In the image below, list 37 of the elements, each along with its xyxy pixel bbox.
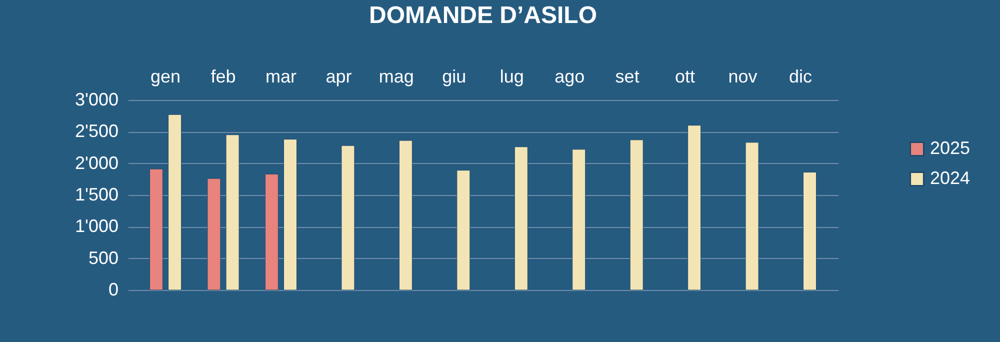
- bar: [226, 134, 240, 290]
- chart-title: DOMANDE D’ASILO: [369, 2, 597, 29]
- y-tick-label: 2'000: [75, 152, 118, 173]
- y-tick-label: 3'000: [75, 90, 118, 110]
- x-tick-label: nov: [728, 66, 758, 86]
- x-tick-label: apr: [326, 66, 352, 86]
- x-tick-label: ott: [675, 66, 696, 86]
- legend-label: 2024: [930, 168, 970, 188]
- x-tick-label: feb: [210, 66, 236, 86]
- x-tick-label: ago: [554, 66, 585, 86]
- bar: [207, 178, 221, 290]
- x-tick-label: lug: [500, 66, 524, 86]
- bar: [341, 145, 355, 290]
- bar: [283, 139, 297, 290]
- y-tick-label: 500: [88, 248, 118, 268]
- bar: [745, 142, 759, 290]
- bar: [264, 174, 278, 290]
- y-tick-label: 0: [108, 280, 118, 300]
- x-tick-label: mag: [378, 66, 414, 86]
- bar: [149, 168, 163, 290]
- bar: [398, 140, 412, 290]
- bar: [514, 146, 528, 290]
- y-tick-label: 1'000: [75, 216, 118, 236]
- bar: [572, 149, 586, 290]
- legend-label: 2025: [930, 138, 970, 158]
- bar: [168, 114, 182, 290]
- bar: [803, 172, 817, 290]
- x-tick-label: set: [615, 66, 640, 86]
- y-tick-label: 1'500: [75, 184, 118, 204]
- x-tick-label: mar: [265, 66, 296, 86]
- x-tick-label: dic: [788, 66, 812, 86]
- bar: [456, 170, 470, 290]
- x-tick-label: giu: [442, 66, 466, 86]
- bar: [630, 140, 644, 290]
- bar: [688, 125, 702, 290]
- x-tick-label: gen: [150, 66, 181, 86]
- y-tick-label: 2'500: [75, 121, 118, 142]
